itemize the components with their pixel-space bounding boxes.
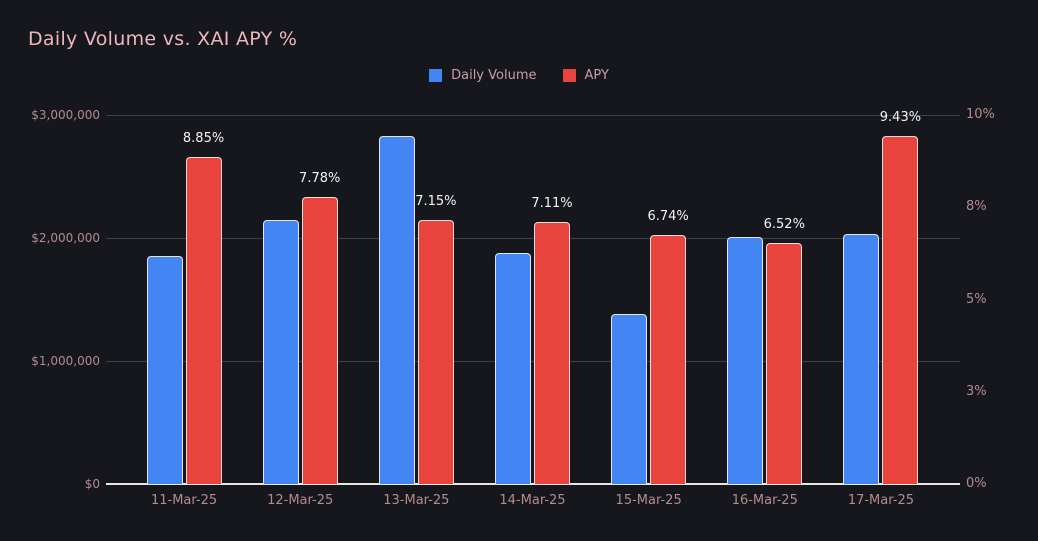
x-axis-category-label: 15-Mar-25 <box>615 493 682 508</box>
x-axis-category-label: 16-Mar-25 <box>731 493 798 508</box>
legend-item-daily-volume[interactable]: Daily Volume <box>429 68 537 83</box>
left-axis-tick-label: $0 <box>84 477 100 491</box>
daily-volume-bar[interactable] <box>495 252 531 484</box>
gridline <box>106 114 960 116</box>
x-axis-category-label: 12-Mar-25 <box>267 493 334 508</box>
daily-volume-bar[interactable] <box>727 236 764 484</box>
legend-item-apy[interactable]: APY <box>562 68 609 83</box>
x-axis-line <box>106 483 960 485</box>
daily-volume-bar[interactable] <box>378 135 415 484</box>
right-axis-tick-label: 8% <box>966 199 987 215</box>
right-axis-tick-label: 5% <box>966 291 987 307</box>
apy-value-label: 7.78% <box>299 170 341 186</box>
gridline <box>106 360 960 362</box>
apy-bar[interactable] <box>766 243 803 484</box>
left-axis-tick-label: $2,000,000 <box>31 231 100 245</box>
daily-volume-bar[interactable] <box>262 219 299 484</box>
apy-value-label: 6.52% <box>763 217 805 233</box>
apy-bar[interactable] <box>882 136 919 484</box>
apy-value-label: 8.85% <box>182 131 225 147</box>
x-axis-category-label: 11-Mar-25 <box>150 493 218 508</box>
right-axis-tick-label: 10% <box>966 107 995 122</box>
apy-bar[interactable] <box>185 157 222 484</box>
daily-volume-bar[interactable] <box>611 314 648 484</box>
left-axis-tick-label: $1,000,000 <box>31 354 100 368</box>
legend-label-apy: APY <box>584 68 609 83</box>
daily-volume-bar[interactable] <box>146 256 183 484</box>
apy-bar[interactable] <box>650 235 687 484</box>
apy-value-label: 9.43% <box>879 110 922 126</box>
apy-bar[interactable] <box>417 220 454 484</box>
legend-label-daily-volume: Daily Volume <box>451 68 537 83</box>
apy-swatch-icon <box>562 69 576 82</box>
left-axis-tick-label: $3,000,000 <box>31 108 100 122</box>
x-axis-category-label: 13-Mar-25 <box>383 493 450 508</box>
chart-title: Daily Volume vs. XAI APY % <box>28 28 298 50</box>
daily-volume-bar[interactable] <box>843 234 880 484</box>
gridline <box>106 237 960 239</box>
apy-bar[interactable] <box>534 221 570 484</box>
right-axis-tick-label: 3% <box>966 383 987 399</box>
right-axis-tick-label: 0% <box>966 476 987 491</box>
apy-value-label: 7.15% <box>415 194 457 210</box>
daily-volume-swatch-icon <box>429 69 443 82</box>
apy-bar[interactable] <box>301 196 338 484</box>
x-axis-category-label: 17-Mar-25 <box>847 493 914 508</box>
apy-value-label: 7.11% <box>531 195 573 211</box>
apy-value-label: 6.74% <box>647 209 689 225</box>
legend: Daily Volume APY <box>0 68 1038 83</box>
x-axis-category-label: 14-Mar-25 <box>499 493 566 508</box>
